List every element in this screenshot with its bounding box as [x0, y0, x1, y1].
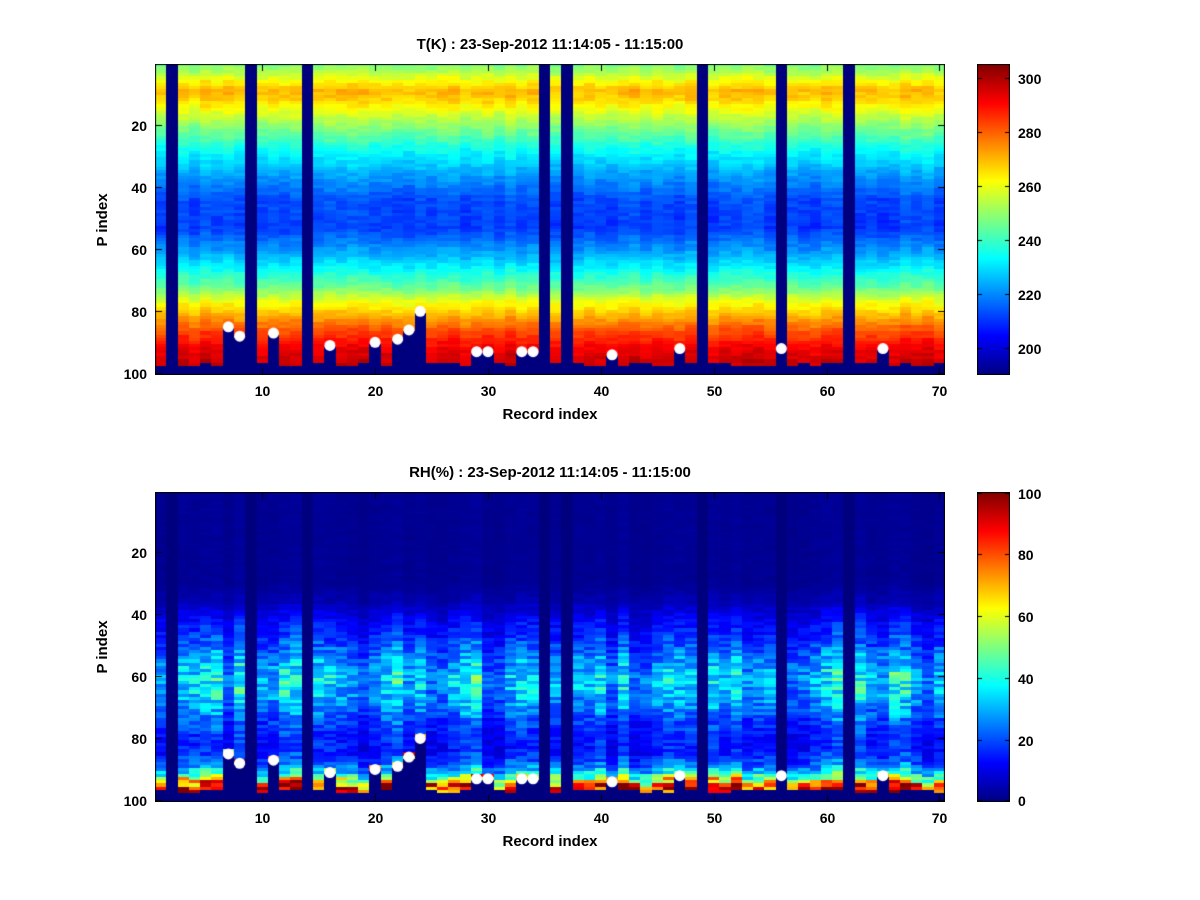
x-tick-label: 30 — [480, 810, 497, 826]
colorbar-tick-label: 40 — [1018, 670, 1034, 687]
rh-colorbar — [977, 492, 1010, 802]
rh-ylabel: P index — [94, 620, 111, 674]
y-tick-label: 40 — [131, 606, 147, 623]
colorbar-tick-label: 20 — [1018, 732, 1034, 749]
colorbar-tick-label: 260 — [1018, 178, 1042, 195]
x-tick-label: 60 — [819, 810, 836, 826]
colorbar-tick-label: 220 — [1018, 286, 1042, 303]
x-tick-label: 30 — [480, 383, 497, 399]
temperature-ylabel: P index — [94, 192, 111, 247]
colorbar-tick-label: 0 — [1018, 792, 1026, 809]
x-tick-label: 50 — [706, 383, 723, 399]
y-tick-label: 80 — [131, 730, 147, 747]
colorbar-tick-label: 60 — [1018, 608, 1034, 625]
colorbar-tick-label: 300 — [1018, 70, 1042, 87]
x-tick-label: 20 — [367, 383, 384, 399]
temperature-xlabel: Record index — [502, 406, 598, 423]
colorbar-tick-label: 200 — [1018, 340, 1042, 357]
x-tick-label: 50 — [706, 810, 723, 826]
y-tick-label: 100 — [123, 792, 147, 809]
y-tick-label: 80 — [131, 303, 147, 320]
colorbar-tick-label: 100 — [1018, 485, 1042, 502]
x-tick-label: 70 — [931, 810, 948, 826]
x-tick-label: 20 — [367, 810, 384, 826]
x-tick-label: 10 — [254, 810, 271, 826]
x-tick-label: 40 — [593, 810, 610, 826]
temperature-title: T(K) : 23-Sep-2012 11:14:05 - 11:15:00 — [416, 36, 684, 53]
y-tick-label: 40 — [131, 179, 147, 196]
y-tick-label: 20 — [131, 117, 147, 134]
rh-xlabel: Record index — [502, 833, 598, 850]
x-tick-label: 60 — [819, 383, 836, 399]
x-tick-label: 40 — [593, 383, 610, 399]
rh-title: RH(%) : 23-Sep-2012 11:14:05 - 11:15:00 — [409, 464, 691, 481]
x-tick-label: 70 — [931, 383, 948, 399]
x-tick-label: 10 — [254, 383, 271, 399]
colorbar-tick-label: 80 — [1018, 546, 1034, 563]
y-tick-label: 60 — [131, 241, 147, 258]
colorbar-tick-label: 240 — [1018, 232, 1042, 249]
rh-heatmap — [155, 492, 945, 802]
y-tick-label: 20 — [131, 544, 147, 561]
y-tick-label: 60 — [131, 668, 147, 685]
colorbar-tick-label: 280 — [1018, 124, 1042, 141]
temperature-heatmap — [155, 64, 945, 375]
temperature-colorbar — [977, 64, 1010, 375]
y-tick-label: 100 — [123, 365, 147, 382]
